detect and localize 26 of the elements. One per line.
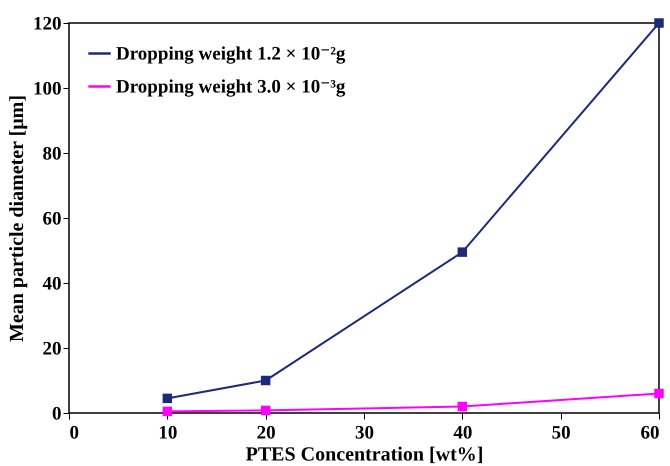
point	[458, 247, 468, 257]
y-tick-label: 100	[33, 78, 62, 100]
point	[458, 402, 468, 412]
point	[654, 18, 664, 28]
y-tick-label: 0	[52, 404, 62, 424]
x-tick-label: 10	[158, 422, 178, 444]
point	[162, 406, 172, 416]
x-tick-label: 30	[355, 422, 374, 444]
x-tick-label: 0	[70, 422, 79, 444]
legend-label: Dropping weight 1.2 × 10⁻²g	[116, 44, 346, 64]
y-tick-label: 120	[33, 14, 62, 34]
y-tick-label: 40	[42, 274, 62, 294]
point	[162, 394, 172, 404]
y-tick-label: 60	[42, 208, 62, 230]
x-tick-label: 40	[453, 422, 472, 444]
y-tick-label: 80	[42, 144, 62, 164]
x-axis-title: PTES Concentration [wt%]	[246, 444, 484, 466]
y-axis-title: Mean particle diameter [μm]	[6, 95, 28, 342]
point	[654, 388, 664, 398]
x-tick-label: 60	[640, 422, 660, 444]
legend-label: Dropping weight 3.0 × 10⁻³g	[116, 76, 346, 98]
x-tick-label: 20	[256, 422, 276, 444]
point	[260, 376, 270, 386]
point	[260, 406, 270, 416]
y-tick-label: 20	[42, 338, 62, 360]
x-tick-label: 50	[552, 422, 571, 444]
